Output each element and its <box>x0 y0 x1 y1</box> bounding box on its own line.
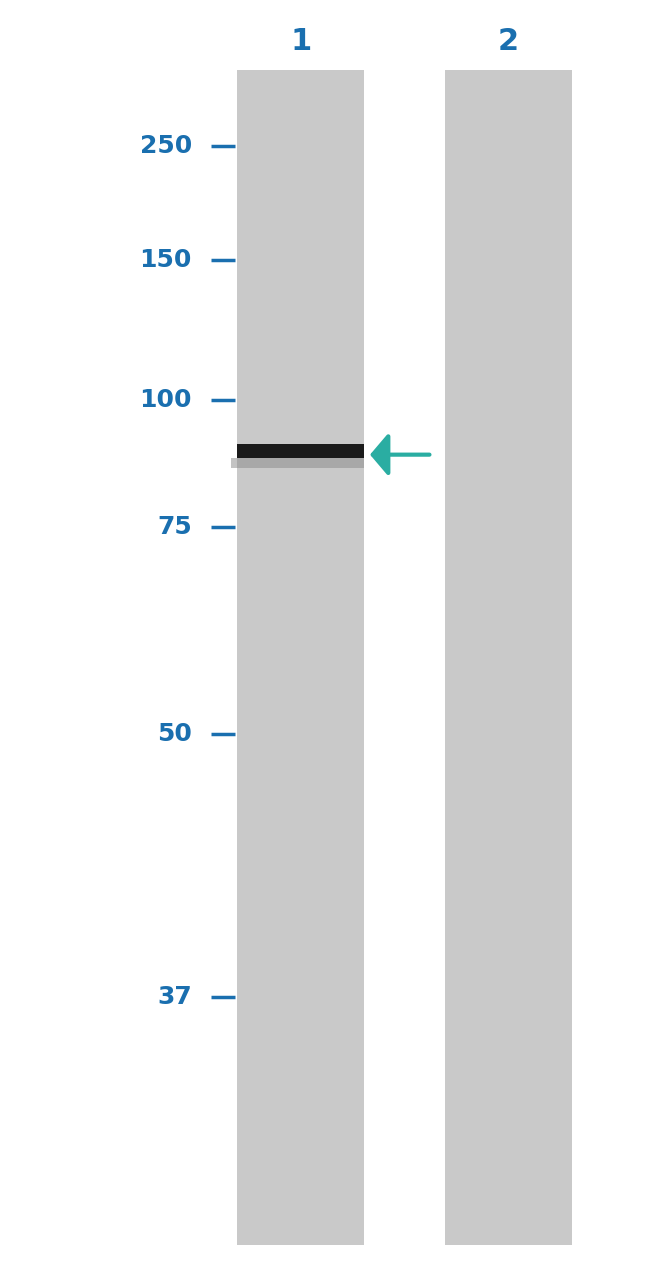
Text: 75: 75 <box>157 516 192 538</box>
Bar <box>231 458 364 467</box>
Text: 250: 250 <box>140 135 192 157</box>
Bar <box>237 70 364 1245</box>
Text: 50: 50 <box>157 723 192 745</box>
Bar <box>445 70 572 1245</box>
Text: 100: 100 <box>139 389 192 411</box>
Text: 2: 2 <box>498 28 519 56</box>
Bar <box>237 443 364 458</box>
Text: 150: 150 <box>139 249 192 272</box>
Text: 1: 1 <box>290 28 311 56</box>
Text: 37: 37 <box>157 986 192 1008</box>
